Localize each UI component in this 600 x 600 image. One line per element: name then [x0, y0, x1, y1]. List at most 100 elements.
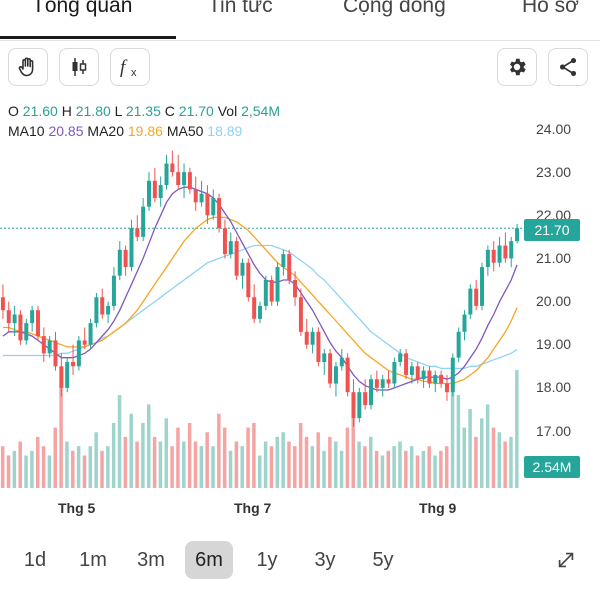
candle-body: [509, 241, 514, 259]
volume-bar: [433, 455, 437, 488]
candle-body: [281, 254, 286, 268]
candle-type-button[interactable]: [59, 48, 99, 86]
volume-bar: [146, 404, 151, 488]
candle-body: [491, 249, 496, 263]
low-label: L: [114, 103, 122, 119]
volume-bar: [71, 450, 75, 488]
open-label: O: [8, 103, 19, 119]
volume-bar: [199, 446, 204, 488]
candle-body: [421, 370, 426, 380]
tab-overview[interactable]: Tổng quan: [32, 0, 133, 17]
settings-button[interactable]: [497, 48, 537, 86]
volume-bar: [228, 450, 233, 488]
volume-bar: [515, 370, 519, 488]
volume-bar: [41, 446, 46, 488]
ma10-value: 20.85: [48, 123, 84, 139]
function-icon: f x: [120, 57, 137, 79]
volume-bar: [304, 436, 309, 488]
range-3y[interactable]: 3y: [314, 548, 336, 571]
volume-bar: [450, 376, 455, 488]
candle-body: [246, 262, 251, 298]
volume-bar: [53, 427, 58, 488]
range-1d[interactable]: 1d: [23, 548, 47, 571]
candle-body: [263, 280, 268, 306]
volume-bar: [439, 450, 443, 488]
share-button[interactable]: [548, 48, 588, 86]
tab-profile[interactable]: Hồ sơ: [522, 0, 579, 17]
volume-bar: [94, 432, 98, 488]
volume-bar: [59, 385, 63, 488]
svg-text:x: x: [131, 67, 137, 79]
ma10-label: MA10: [8, 123, 45, 139]
volume-bar: [82, 455, 87, 488]
volume-bar: [30, 450, 34, 488]
candle-body: [298, 297, 303, 332]
candle-body: [380, 379, 385, 388]
volume-value: 2,54M: [241, 103, 281, 119]
volume-bar: [310, 446, 315, 488]
candle-body: [357, 392, 362, 419]
volume-label: Vol: [217, 103, 238, 119]
tab-community[interactable]: Cộng đồng: [343, 0, 446, 17]
volume-bar: [35, 436, 40, 488]
volume-bar: [404, 450, 408, 488]
draw-tool-button[interactable]: [8, 48, 48, 86]
range-1m[interactable]: 1m: [79, 548, 107, 571]
candle-body: [293, 280, 298, 298]
candle-body: [328, 353, 333, 384]
volume-bar: [193, 441, 198, 488]
candle-body: [88, 323, 93, 345]
candle-body: [18, 314, 23, 341]
candle-body: [24, 323, 29, 341]
candle-body: [269, 280, 274, 302]
candle-body: [205, 193, 210, 216]
volume-bar: [462, 427, 466, 488]
volume-bar: [88, 446, 93, 488]
candle-body: [497, 245, 502, 263]
fullscreen-button[interactable]: [546, 541, 586, 579]
candle-body: [386, 379, 391, 384]
volume-bar: [24, 455, 28, 488]
volume-bar: [176, 427, 180, 488]
volume-bar: [281, 432, 285, 488]
volume-bar: [485, 404, 490, 488]
candle-body: [0, 297, 5, 311]
candle-body: [439, 374, 444, 384]
last-price-tag: 21.70: [524, 219, 580, 241]
volume-bar: [474, 436, 478, 488]
volume-bar: [269, 446, 274, 488]
volume-bar: [12, 450, 17, 488]
volume-bar: [398, 441, 402, 488]
volume-bar: [509, 436, 513, 488]
candle-body: [333, 366, 338, 384]
open-value: 21.60: [22, 103, 58, 119]
volume-bar: [0, 446, 5, 488]
volume-bar: [380, 455, 385, 488]
close-label: C: [164, 103, 175, 119]
volume-bar: [363, 446, 367, 488]
candle-body: [30, 310, 35, 324]
candle-body: [450, 357, 455, 393]
candle-body: [94, 297, 99, 324]
range-3m[interactable]: 3m: [137, 548, 165, 571]
volume-bar: [135, 441, 139, 488]
candle-body: [65, 361, 70, 388]
volume-bar: [293, 446, 297, 488]
volume-bar: [480, 418, 484, 488]
y-tick-label: 17.00: [536, 423, 572, 439]
ma50-value: 18.89: [207, 123, 243, 139]
candle-body: [100, 297, 105, 315]
candle-body: [222, 228, 227, 255]
y-tick-label: 21.00: [536, 250, 572, 266]
volume-bar: [47, 455, 52, 488]
indicator-button[interactable]: f x: [110, 48, 150, 86]
tab-news[interactable]: Tin tức: [208, 0, 273, 17]
candlestick-icon: [72, 58, 87, 76]
range-1y[interactable]: 1y: [256, 548, 278, 571]
candle-body: [170, 163, 175, 173]
range-5y[interactable]: 5y: [372, 548, 394, 571]
candle-body: [258, 305, 262, 319]
range-6m[interactable]: 6m: [185, 541, 233, 579]
volume-bar: [123, 436, 128, 488]
